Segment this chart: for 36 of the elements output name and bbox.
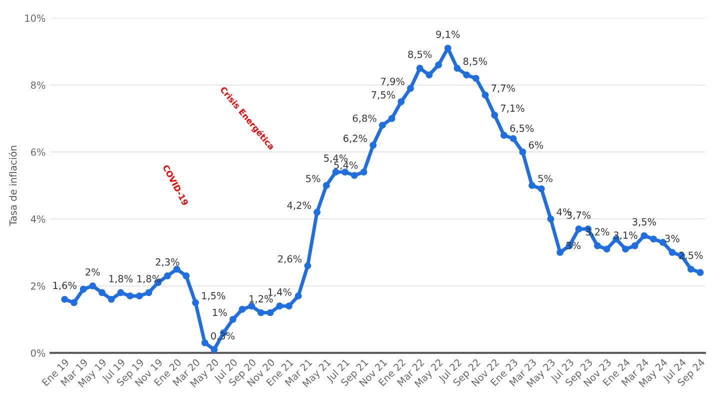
data-label: 1,6% [53,282,76,290]
data-label: 6,8% [352,114,376,123]
data-label: 5% [306,174,320,182]
y-tick-label: 6% [31,148,46,156]
data-label: 7,5% [372,91,396,100]
data-label: 6% [528,141,544,149]
data-label: 2,3% [156,258,180,267]
data-label: 1,5% [202,292,226,300]
data-label: 4,2% [287,202,311,210]
data-label: 2,6% [278,255,302,264]
data-label: 5,4% [334,161,358,170]
data-label: 1,4% [268,288,292,297]
data-label: 5,4% [324,154,348,163]
y-tick-label: 4% [30,215,46,223]
data-label: 3,1% [614,232,638,240]
data-label: 9,1% [436,30,460,39]
data-label: 1,8% [109,275,133,284]
data-label: 8,5% [463,58,487,66]
data-label: 7,9% [381,78,404,86]
data-label: 1,8% [137,275,161,284]
data-label: 3,5% [632,218,656,226]
data-label: 5% [538,174,552,182]
data-label: 3% [665,234,680,242]
y-tick-label: 0% [30,349,46,357]
data-label: 7,7% [492,84,515,93]
data-label: 1,2% [250,295,273,304]
data-label: 2% [86,268,100,276]
y-tick-label: 8% [30,81,46,89]
y-axis-title: Tasa de inflación [8,146,17,226]
data-label: 6,2% [344,134,367,143]
y-tick-label: 2% [31,282,46,290]
data-label: 8,5% [408,50,432,60]
data-label: 6,5% [510,124,534,133]
y-tick-label: 10% [25,14,46,22]
data-label: 1% [212,308,227,316]
data-label: 7,1% [500,104,524,113]
